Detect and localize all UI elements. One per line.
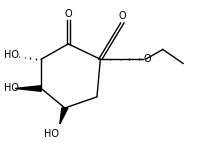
Text: HO: HO: [44, 129, 59, 139]
Polygon shape: [15, 86, 41, 91]
Polygon shape: [60, 108, 68, 124]
Text: O: O: [64, 9, 72, 19]
Text: O: O: [118, 11, 126, 21]
Text: HO: HO: [4, 83, 19, 93]
Text: HO: HO: [4, 50, 19, 60]
Text: O: O: [143, 54, 151, 64]
